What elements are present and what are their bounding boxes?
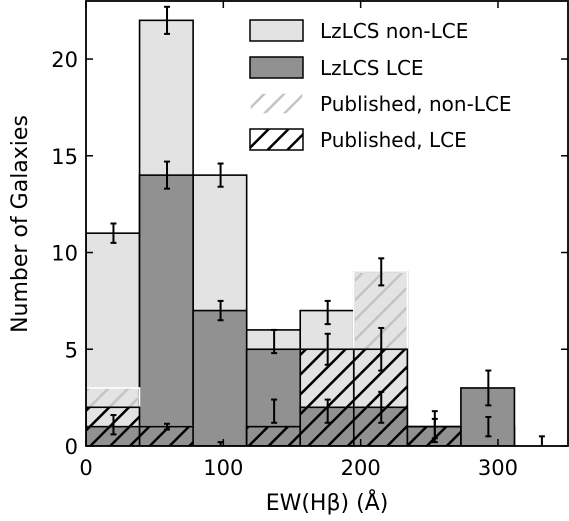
error-bar — [110, 414, 117, 436]
legend-label-lzlcs-lce: LzLCS LCE — [320, 56, 424, 80]
error-bar — [110, 222, 117, 244]
bar — [245, 425, 302, 446]
axis-ticks-layer: 0 100 200 300 0 5 10 15 20 — [51, 1, 568, 480]
error-bar — [324, 299, 331, 326]
legend-label-published-non-lce: Published, non-LCE — [320, 92, 512, 116]
error-bar — [378, 390, 385, 424]
error-bar — [324, 332, 331, 366]
series-published-lce — [86, 348, 462, 446]
error-bar — [271, 328, 278, 355]
error-bar — [164, 5, 171, 35]
y-axis-title: Number of Galaxies — [8, 115, 33, 333]
legend-swatch-lzlcs-lce — [249, 56, 304, 79]
error-bar — [485, 369, 492, 407]
error-bar — [217, 162, 224, 188]
error-bar — [324, 398, 331, 424]
error-bar — [538, 435, 545, 446]
error-bars-layer — [110, 5, 545, 446]
error-bar — [378, 326, 385, 372]
error-bar — [271, 398, 278, 424]
x-tick-label: 0 — [79, 456, 92, 480]
y-tick-label: 15 — [51, 145, 78, 169]
bars-layer — [86, 19, 516, 446]
error-bar — [217, 299, 224, 322]
legend: LzLCS non-LCE LzLCS LCE Published, non-L… — [249, 19, 512, 152]
legend-swatch-published-non-lce — [249, 92, 304, 115]
legend-swatch-published-lce — [249, 128, 304, 151]
y-tick-label: 20 — [51, 48, 78, 72]
x-tick-label: 200 — [341, 456, 381, 480]
legend-label-published-lce: Published, LCE — [320, 128, 467, 152]
x-axis-title: EW(Hβ) (Å) — [266, 489, 389, 516]
bar — [138, 174, 194, 446]
error-bar — [431, 417, 438, 440]
legend-swatch-lzlcs-non-lce — [249, 19, 304, 42]
y-tick-label: 5 — [65, 338, 78, 362]
error-bar — [164, 160, 171, 190]
y-tick-label: 0 — [65, 435, 78, 459]
y-tick-label: 10 — [51, 242, 78, 266]
error-bar — [485, 415, 492, 438]
x-tick-label: 300 — [478, 456, 518, 480]
error-bar — [378, 257, 385, 287]
x-tick-label: 100 — [203, 456, 243, 480]
plot-frame — [85, 0, 569, 447]
error-bar — [164, 422, 171, 431]
legend-label-lzlcs-non-lce: LzLCS non-LCE — [320, 19, 468, 43]
bar — [192, 309, 248, 446]
